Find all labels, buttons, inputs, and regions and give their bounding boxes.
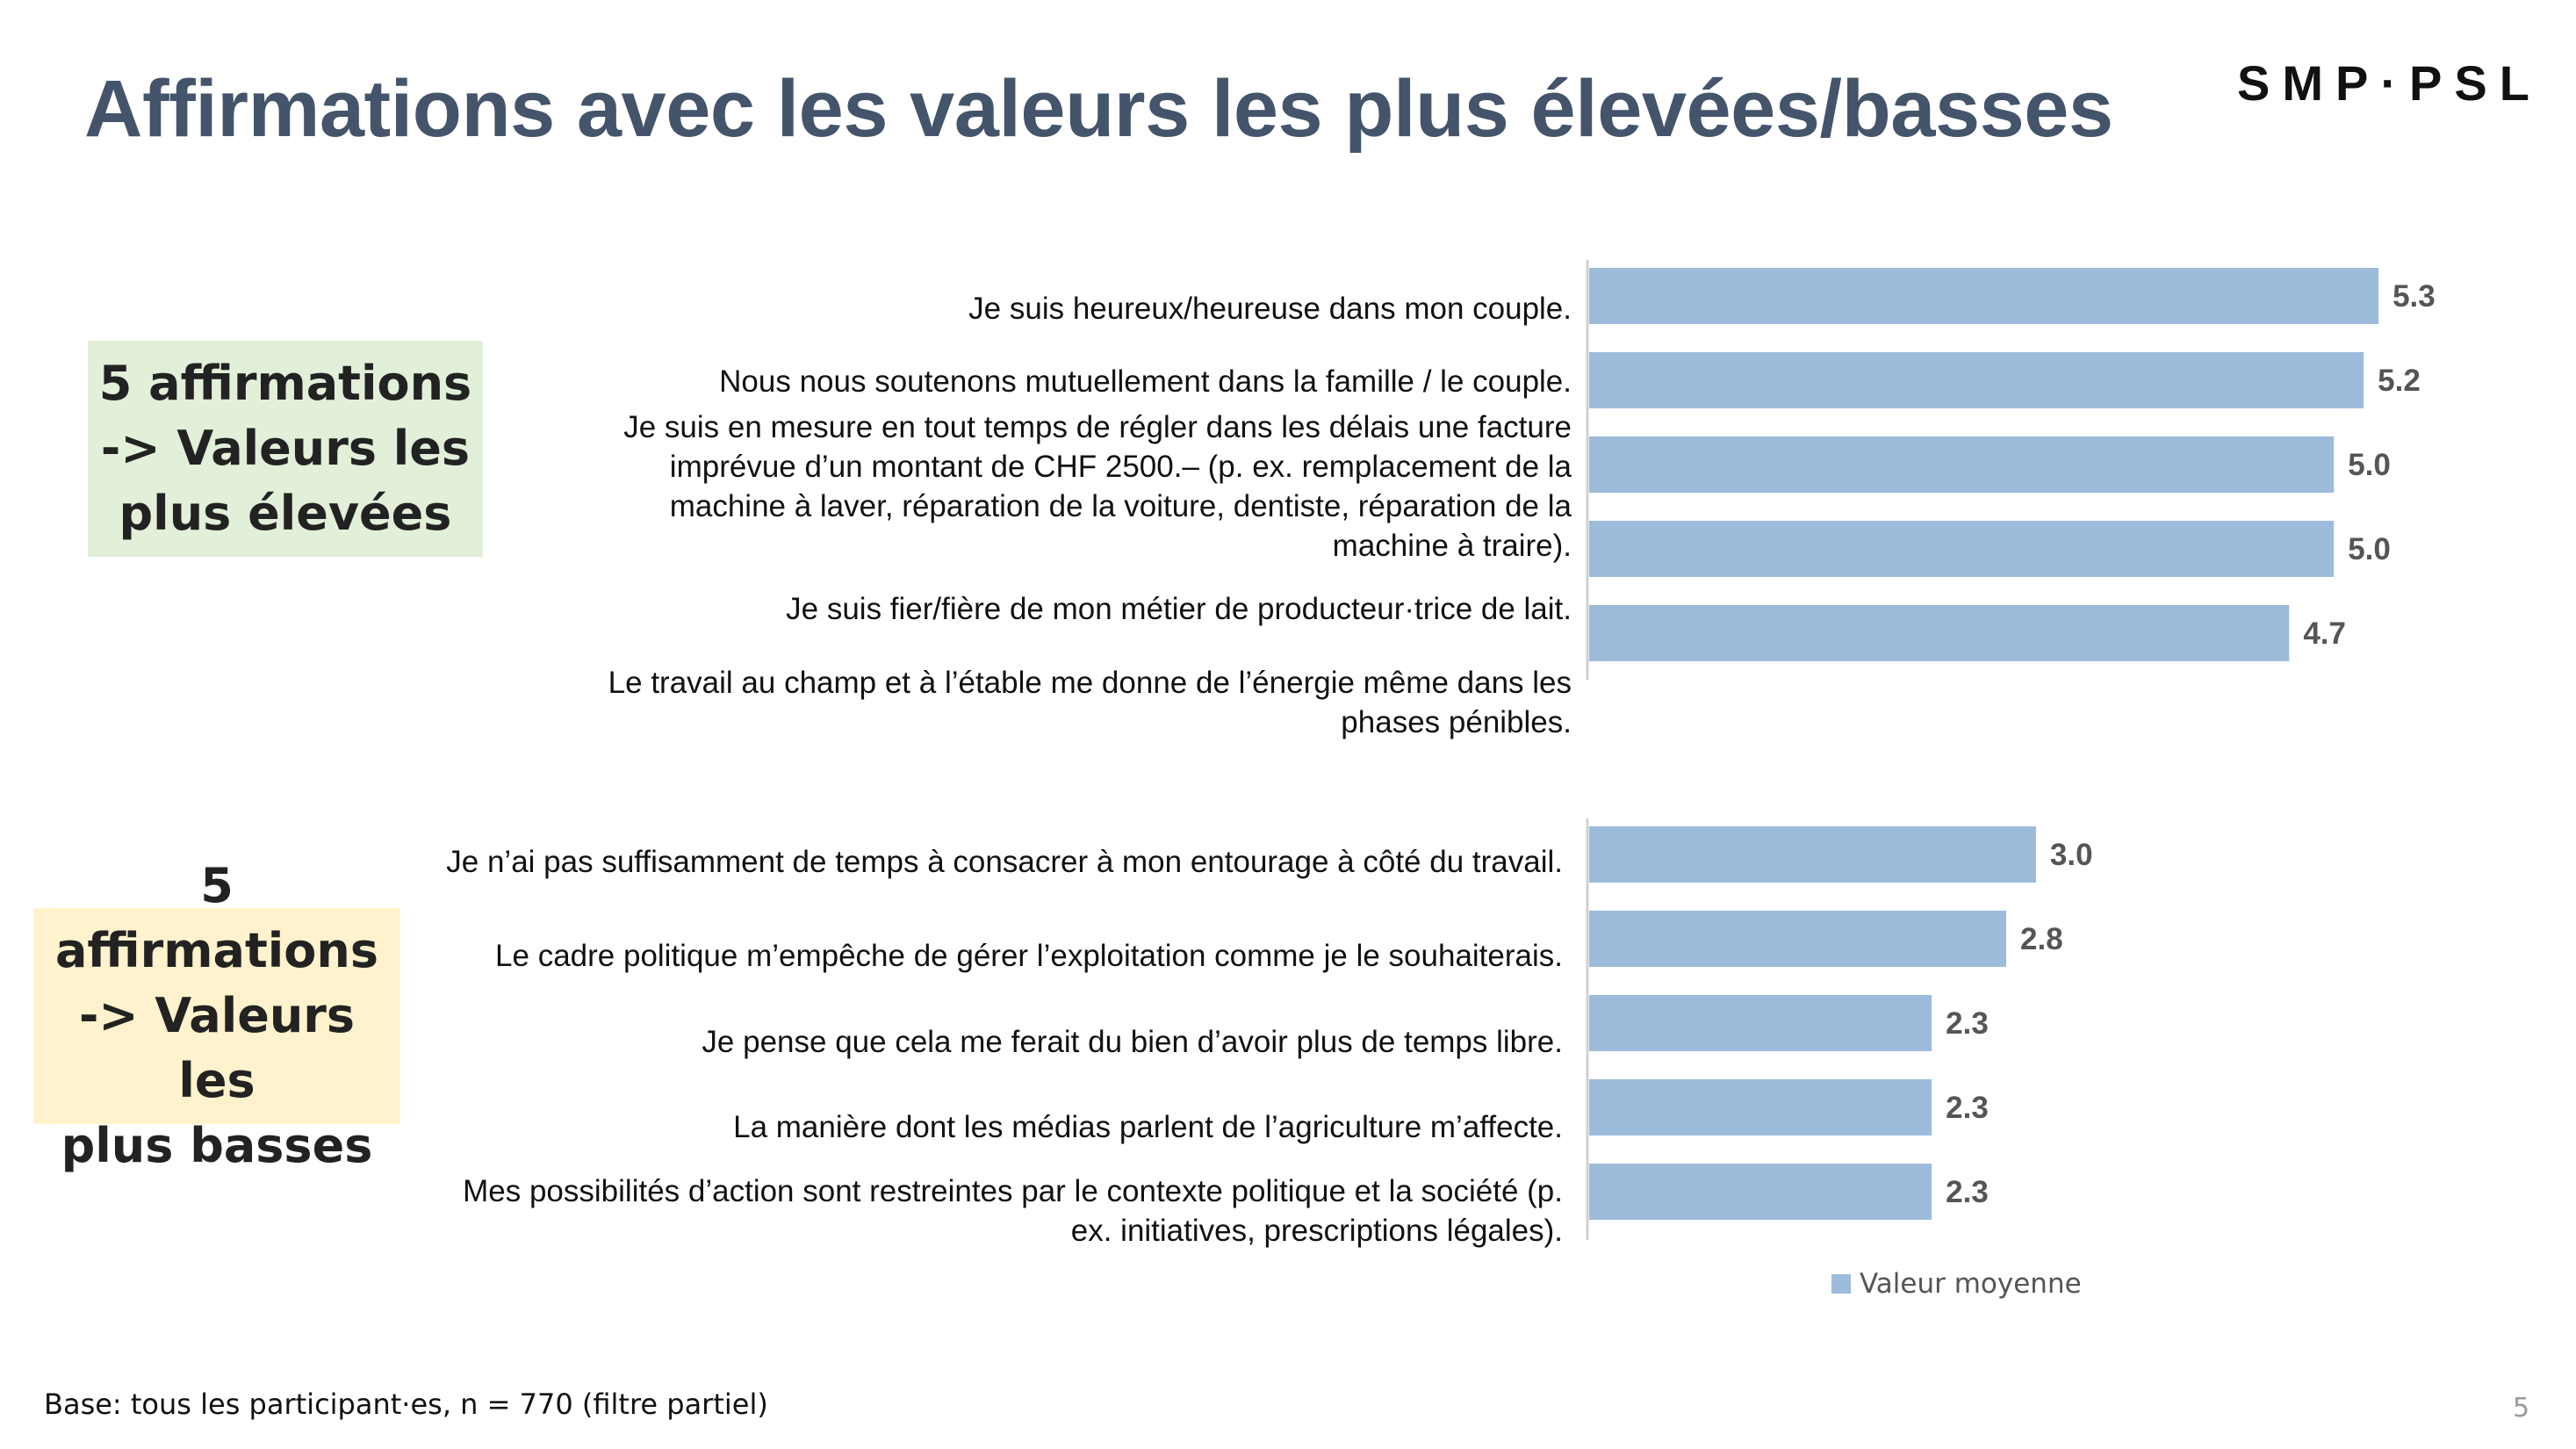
chart-legend: Valeur moyenne bbox=[1831, 1268, 2082, 1300]
category-label-high-1: Je suis heureux/heureuse dans mon couple… bbox=[968, 292, 1572, 326]
category-label-high-3: Je suis en mesure en tout temps de régle… bbox=[623, 410, 1572, 563]
category-label-low-4: La manière dont les médias parlent de l’… bbox=[733, 1110, 1563, 1144]
bar-low-3 bbox=[1589, 995, 1932, 1051]
bar-low-5 bbox=[1589, 1164, 1932, 1220]
bar-high-4 bbox=[1589, 521, 2335, 577]
box-high-line-3: plus élevées bbox=[119, 486, 452, 541]
value-label-low-3: 2.3 bbox=[1946, 1006, 1989, 1041]
bar-high-1 bbox=[1589, 268, 2379, 324]
value-label-high-2: 5.2 bbox=[2378, 364, 2421, 398]
box-low-line-3: plus basses bbox=[61, 1118, 373, 1173]
value-label-low-2: 2.8 bbox=[2020, 922, 2063, 956]
category-label-high-5: Le travail au champ et à l’étable me don… bbox=[608, 666, 1572, 739]
value-label-high-4: 5.0 bbox=[2348, 532, 2391, 566]
bar-high-2 bbox=[1589, 352, 2364, 408]
category-label-low-3: Je pense que cela me ferait du bien d’av… bbox=[702, 1025, 1563, 1059]
value-label-high-5: 4.7 bbox=[2303, 616, 2346, 651]
value-label-high-3: 5.0 bbox=[2348, 448, 2391, 482]
category-label-low-5: Mes possibilités d’action sont restreint… bbox=[463, 1174, 1563, 1248]
bar-low-1 bbox=[1589, 826, 2036, 883]
box-low-line-1: 5 affirmations bbox=[54, 858, 378, 978]
box-high-line-2: -> Valeurs les bbox=[100, 421, 471, 476]
legend-label: Valeur moyenne bbox=[1860, 1268, 2082, 1300]
highest-values-box: 5 affirmations -> Valeurs les plus élevé… bbox=[88, 341, 483, 557]
category-label-low-1: Je n’ai pas suffisamment de temps à cons… bbox=[446, 845, 1563, 879]
value-label-low-1: 3.0 bbox=[2050, 838, 2093, 872]
legend-swatch bbox=[1831, 1274, 1851, 1294]
bar-high-3 bbox=[1589, 436, 2335, 493]
bar-low-2 bbox=[1589, 911, 2006, 967]
value-label-low-4: 2.3 bbox=[1946, 1091, 1989, 1125]
page-number: 5 bbox=[2513, 1393, 2530, 1424]
lowest-values-box: 5 affirmations -> Valeurs les plus basse… bbox=[33, 858, 400, 1173]
bar-low-4 bbox=[1589, 1079, 1932, 1135]
base-note: Base: tous les participant·es, n = 770 (… bbox=[44, 1388, 768, 1421]
category-label-high-4: Je suis fier/fière de mon métier de prod… bbox=[786, 592, 1572, 626]
box-high-line-1: 5 affirmations bbox=[98, 356, 472, 411]
brand-logo: SMP·PSL bbox=[2237, 55, 2542, 111]
value-label-high-1: 5.3 bbox=[2393, 279, 2436, 314]
category-label-low-2: Le cadre politique m’empêche de gérer l’… bbox=[495, 939, 1563, 973]
category-label-high-2: Nous nous soutenons mutuellement dans la… bbox=[719, 364, 1572, 399]
bar-high-5 bbox=[1589, 605, 2290, 661]
value-label-low-5: 2.3 bbox=[1946, 1175, 1989, 1209]
box-low-line-2: -> Valeurs les bbox=[78, 988, 356, 1108]
page-title: Affirmations avec les valeurs les plus é… bbox=[84, 64, 2113, 154]
